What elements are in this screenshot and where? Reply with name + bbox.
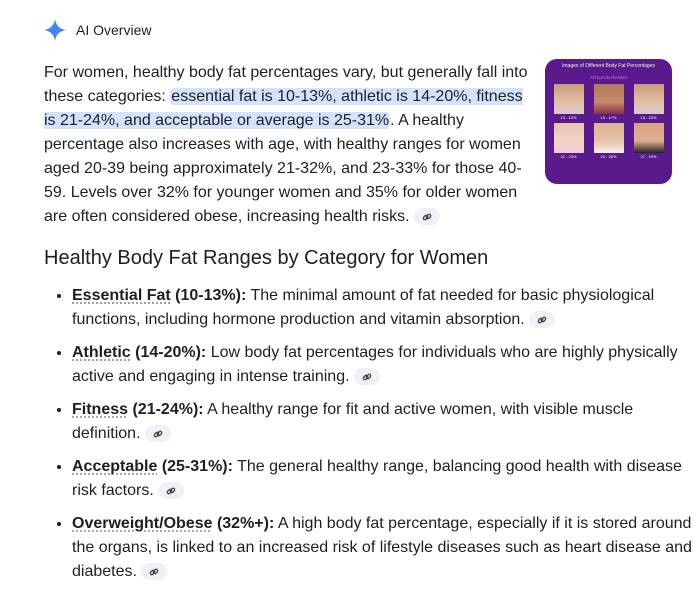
range-label: (14-20%):	[130, 344, 207, 361]
source-link-button[interactable]	[528, 311, 555, 329]
sparkle-icon	[44, 19, 66, 41]
body-fat-image-thumbnail[interactable]: Images of Different Body Fat Percentages…	[545, 59, 672, 184]
thumbnail-banner: ATHLEAN RANGE	[589, 75, 628, 80]
header-title: AI Overview	[76, 22, 152, 38]
source-link-button[interactable]	[144, 425, 171, 443]
link-icon	[537, 316, 547, 324]
thumbnail-photo: 10 - 12%	[553, 84, 584, 120]
term-link[interactable]: Fitness	[72, 401, 129, 418]
item-text: A healthy range for fit and active women…	[72, 401, 634, 442]
thumbnail-photo: 21 - 23%	[553, 123, 584, 159]
range-label: (21-24%):	[128, 401, 204, 418]
source-link-button[interactable]	[413, 208, 440, 226]
item-text: The general healthy range, balancing goo…	[72, 458, 682, 499]
term-link[interactable]: Overweight/Obese	[72, 515, 213, 532]
intro-text: For women, healthy body fat percentages …	[44, 64, 528, 105]
term-link[interactable]: Essential Fat	[72, 287, 171, 304]
item-text: A high body fat percentage, especially i…	[72, 515, 692, 580]
list-item: Athletic (14-20%): Low body fat percenta…	[72, 340, 700, 389]
source-link-button[interactable]	[353, 368, 380, 386]
item-text: Low body fat percentages for individuals…	[72, 344, 678, 385]
term-link[interactable]: Acceptable	[72, 458, 158, 475]
range-label: (32%+):	[212, 515, 275, 532]
list-item: Acceptable (25-31%): The general healthy…	[72, 454, 700, 503]
intro-text-end: . A healthy percentage also increases wi…	[44, 112, 522, 225]
link-icon	[166, 487, 176, 495]
source-link-button[interactable]	[140, 563, 167, 581]
list-item: Overweight/Obese (32%+): A high body fat…	[72, 511, 700, 584]
link-icon	[149, 568, 159, 576]
list-item: Essential Fat (10-13%): The minimal amou…	[72, 283, 700, 332]
link-icon	[422, 213, 431, 221]
section-title: Healthy Body Fat Ranges by Category for …	[44, 247, 489, 269]
category-list: Essential Fat (10-13%): The minimal amou…	[44, 283, 700, 592]
item-text: The minimal amount of fat needed for bas…	[72, 287, 655, 328]
link-icon	[362, 373, 371, 381]
thumbnail-photo: 18 - 20%	[633, 84, 664, 120]
source-link-button[interactable]	[157, 482, 184, 500]
link-icon	[153, 430, 162, 438]
thumbnail-photo: 24 - 26%	[593, 123, 624, 159]
intro-paragraph: For women, healthy body fat percentages …	[44, 61, 536, 229]
term-link[interactable]: Athletic	[72, 344, 131, 361]
range-label: (10-13%):	[170, 287, 247, 304]
thumbnail-photo: 27 - 29%	[633, 123, 664, 159]
thumbnail-title: Images of Different Body Fat Percentages	[561, 63, 655, 69]
thumbnail-photo: 15 - 17%	[593, 84, 624, 120]
range-label: (25-31%):	[157, 458, 233, 475]
list-item: Fitness (21-24%): A healthy range for fi…	[72, 397, 700, 446]
ai-overview-header: AI Overview	[44, 19, 151, 41]
